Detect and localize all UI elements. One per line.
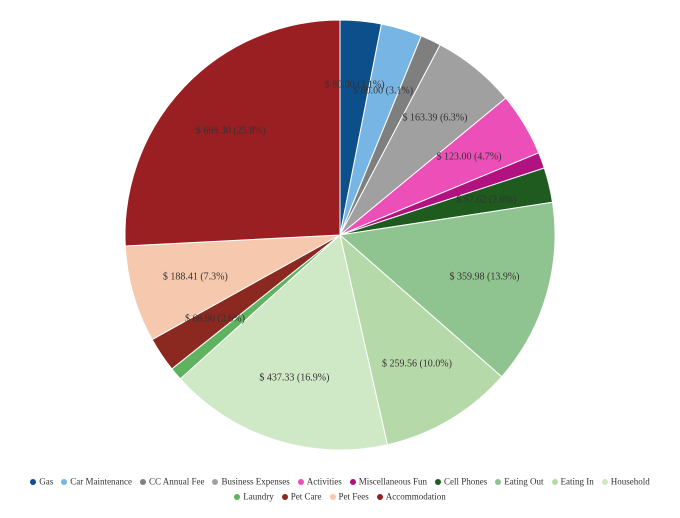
- legend-swatch: [140, 479, 146, 485]
- legend-swatch: [234, 494, 240, 500]
- legend-item: Car Maintenance: [61, 474, 132, 489]
- legend-label: Pet Care: [291, 492, 322, 502]
- legend-item: Pet Fees: [330, 489, 369, 504]
- legend-item: Household: [602, 474, 650, 489]
- legend-swatch: [377, 494, 383, 500]
- legend-item: Gas: [30, 474, 53, 489]
- legend-item: Accommodation: [377, 489, 446, 504]
- pie-slice-label: $ 123.00 (4.7%): [436, 152, 501, 163]
- pie-slice-label: $ 68.00 (2.6%): [185, 313, 245, 324]
- pie-slice-label: $ 80.00 (3.1%): [353, 85, 413, 96]
- pie-slice-label: $ 259.56 (10.0%): [382, 359, 452, 370]
- legend: Gas Car Maintenance CC Annual Fee Business …: [0, 470, 680, 504]
- legend-item: Activities: [298, 474, 342, 489]
- legend-label: Household: [611, 477, 650, 487]
- legend-swatch: [350, 479, 356, 485]
- pie-slice-label: $ 67.62 (2.6%): [456, 194, 516, 205]
- legend-swatch: [552, 479, 558, 485]
- legend-item: CC Annual Fee: [140, 474, 205, 489]
- pie-chart-svg: [0, 0, 680, 470]
- legend-swatch: [298, 479, 304, 485]
- legend-item: Pet Care: [282, 489, 322, 504]
- pie-slice-label: $ 437.33 (16.9%): [259, 373, 329, 384]
- legend-label: Eating Out: [504, 477, 543, 487]
- legend-item: Cell Phones: [435, 474, 487, 489]
- legend-item: Miscellaneous Fun: [350, 474, 427, 489]
- legend-swatch: [282, 494, 288, 500]
- legend-label: Accommodation: [386, 492, 446, 502]
- pie-slice-label: $ 188.41 (7.3%): [163, 271, 228, 282]
- pie-slice-label: $ 669.30 (25.8%): [196, 126, 266, 137]
- legend-label: Laundry: [243, 492, 274, 502]
- legend-swatch: [435, 479, 441, 485]
- legend-label: Miscellaneous Fun: [359, 477, 427, 487]
- pie-chart-area: $ 80.00 (3.1%)$ 80.00 (3.1%)$ 163.39 (6.…: [0, 0, 680, 470]
- legend-item: Laundry: [234, 489, 274, 504]
- legend-label: Business Expenses: [221, 477, 289, 487]
- legend-swatch: [61, 479, 67, 485]
- legend-label: Car Maintenance: [70, 477, 132, 487]
- legend-swatch: [330, 494, 336, 500]
- legend-label: Pet Fees: [339, 492, 369, 502]
- legend-item: Eating In: [552, 474, 594, 489]
- legend-item: Business Expenses: [212, 474, 289, 489]
- legend-label: CC Annual Fee: [149, 477, 205, 487]
- pie-slice-label: $ 359.98 (13.9%): [449, 272, 519, 283]
- legend-swatch: [495, 479, 501, 485]
- legend-swatch: [30, 479, 36, 485]
- legend-label: Eating In: [561, 477, 594, 487]
- legend-label: Cell Phones: [444, 477, 487, 487]
- legend-label: Activities: [307, 477, 342, 487]
- legend-label: Gas: [39, 477, 53, 487]
- legend-item: Eating Out: [495, 474, 543, 489]
- pie-slice-label: $ 163.39 (6.3%): [402, 113, 467, 124]
- legend-swatch: [602, 479, 608, 485]
- legend-swatch: [212, 479, 218, 485]
